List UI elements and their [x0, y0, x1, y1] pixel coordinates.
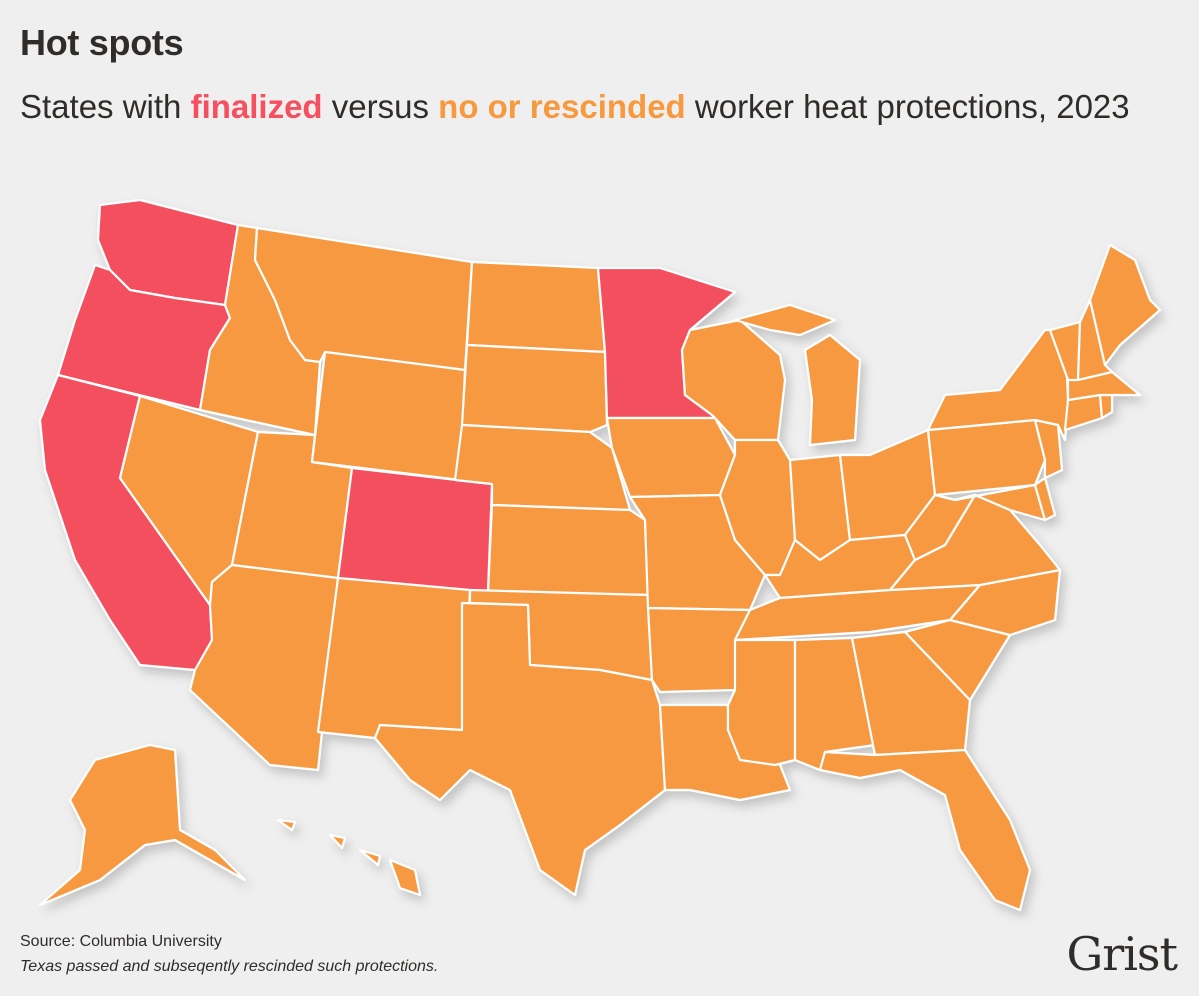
state-georgia[interactable]	[850, 630, 972, 757]
state-iowa[interactable]	[605, 416, 737, 499]
state-maryland[interactable]	[953, 483, 1047, 522]
state-rhode-island[interactable]	[1098, 393, 1114, 420]
state-south-dakota[interactable]	[460, 343, 609, 434]
state-wyoming[interactable]	[310, 350, 467, 482]
state-florida[interactable]	[818, 748, 1032, 912]
state-texas[interactable]	[373, 601, 667, 897]
state-alaska[interactable]	[38, 743, 247, 907]
state-colorado[interactable]	[336, 466, 494, 594]
state-pennsylvania[interactable]	[926, 418, 1047, 497]
state-michigan[interactable]	[733, 303, 862, 447]
state-new-mexico[interactable]	[316, 576, 472, 740]
subtitle-text: States with	[20, 88, 191, 125]
grist-logo: Grist	[1066, 927, 1178, 981]
footnote: Texas passed and subseqently rescinded s…	[20, 958, 439, 975]
state-north-dakota[interactable]	[465, 260, 607, 354]
state-delaware[interactable]	[1033, 476, 1057, 522]
legend-finalized: finalized	[190, 88, 323, 125]
legend-no-or-rescinded: no or rescinded	[438, 88, 686, 125]
state-new-york[interactable]	[926, 328, 1070, 442]
chart-subtitle: States with finalized versus no or resci…	[20, 84, 1140, 130]
state-north-carolina[interactable]	[948, 568, 1062, 637]
subtitle-text: worker heat protections, 2023	[685, 88, 1130, 125]
source-note: Source: Columbia University	[20, 933, 222, 950]
state-maine[interactable]	[1088, 243, 1162, 367]
state-mississippi[interactable]	[726, 638, 797, 767]
state-arizona[interactable]	[188, 563, 340, 772]
state-hawaii[interactable]	[276, 818, 422, 897]
chart-title: Hot spots	[20, 22, 184, 63]
state-arkansas[interactable]	[646, 606, 752, 694]
subtitle-text: versus	[322, 88, 439, 125]
state-kansas[interactable]	[486, 503, 650, 597]
